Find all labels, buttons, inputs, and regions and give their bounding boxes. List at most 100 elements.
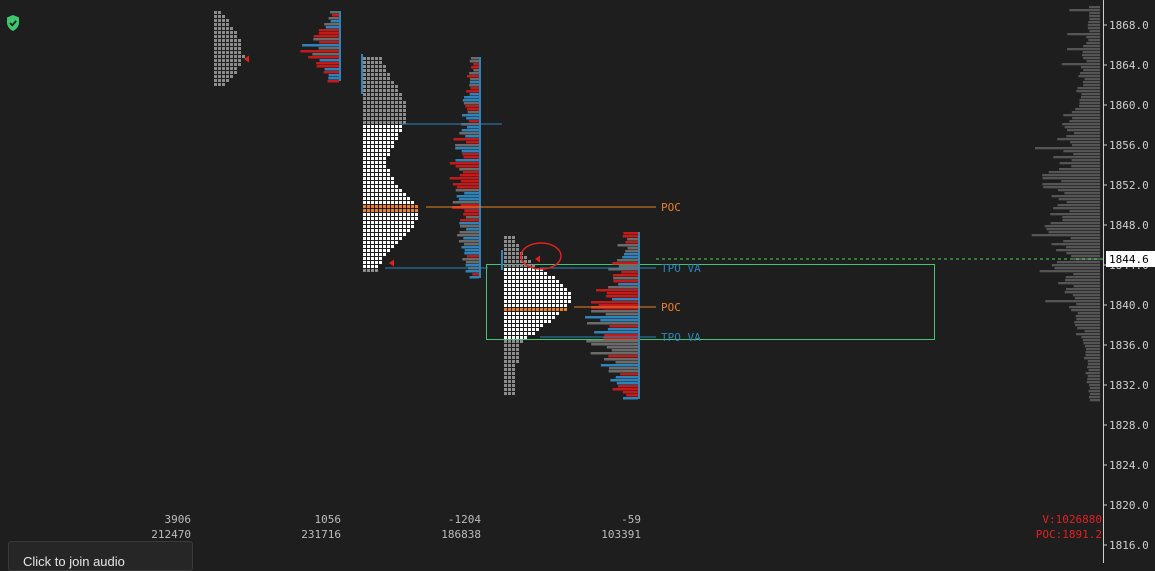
tpo-cell	[379, 253, 382, 256]
tpo-cell	[556, 284, 559, 287]
tpo-cell	[230, 51, 233, 54]
tpo-cell	[391, 97, 394, 100]
tpo-cell	[548, 316, 551, 319]
volume-bar	[471, 66, 479, 69]
tpo-cell	[375, 249, 378, 252]
tpo-cell	[367, 181, 370, 184]
tpo-cell	[218, 31, 221, 34]
tpo-cell	[371, 177, 374, 180]
composite-volume-bar	[1087, 378, 1100, 381]
volume-bar	[324, 68, 339, 71]
session-3-delta: -1204	[447, 513, 481, 526]
composite-volume-bar	[1039, 270, 1100, 273]
volume-bar	[585, 316, 638, 319]
tpo-cell	[391, 89, 394, 92]
volume-bar	[605, 313, 638, 316]
volume-bar	[463, 237, 479, 240]
tpo-cell	[214, 43, 217, 46]
composite-volume-bar	[1085, 348, 1100, 351]
tpo-cell	[367, 157, 370, 160]
tpo-cell	[363, 85, 366, 88]
tpo-cell	[371, 81, 374, 84]
price-axis[interactable]	[1103, 0, 1155, 563]
tpo-cell	[218, 67, 221, 70]
tpo-cell	[411, 225, 414, 228]
tpo-cell	[379, 93, 382, 96]
tpo-cell	[504, 360, 507, 363]
tpo-cell	[375, 173, 378, 176]
tpo-cell	[536, 284, 539, 287]
tpo-cell	[520, 260, 523, 263]
tpo-cell	[544, 280, 547, 283]
tpo-cell	[395, 85, 398, 88]
tpo-cell	[387, 221, 390, 224]
volume-bar	[462, 99, 479, 102]
tpo-cell	[214, 51, 217, 54]
tpo-cell	[512, 368, 515, 371]
tpo-cell	[528, 304, 531, 307]
tpo-cell	[371, 89, 374, 92]
session-1-delta: 3906	[164, 513, 192, 526]
volume-bar	[617, 244, 638, 247]
tpo-cell	[375, 261, 378, 264]
composite-volume-bar	[1089, 399, 1100, 402]
tpo-cell	[415, 209, 418, 212]
tpo-cell	[552, 284, 555, 287]
tpo-cell	[230, 71, 233, 74]
tpo-cell	[516, 348, 519, 351]
tpo-cell	[508, 356, 511, 359]
tpo-cell	[524, 316, 527, 319]
tpo-cell	[222, 83, 225, 86]
va-bracket-2	[501, 250, 503, 270]
tpo-cell	[375, 125, 378, 128]
tpo-cell	[226, 71, 229, 74]
tpo-cell	[222, 15, 225, 18]
volume-bar	[625, 241, 638, 244]
tpo-cell	[363, 93, 366, 96]
tpo-cell	[524, 276, 527, 279]
poc-marker-triangle-3	[535, 255, 540, 263]
tpo-cell	[387, 209, 390, 212]
tpo-cell	[512, 296, 515, 299]
tpo-cell	[234, 43, 237, 46]
shield-check-icon	[7, 15, 19, 31]
join-audio-popup[interactable]: Click to join audio	[8, 541, 193, 571]
tpo-cell	[504, 336, 507, 339]
tpo-cell	[371, 109, 374, 112]
tpo-cell	[371, 121, 374, 124]
volume-bar	[461, 246, 479, 249]
composite-volume-bar	[1089, 384, 1100, 387]
tpo-cell	[383, 177, 386, 180]
tpo-cell	[524, 300, 527, 303]
tpo-cell	[528, 316, 531, 319]
tpo-cell	[367, 65, 370, 68]
tpo-cell	[391, 125, 394, 128]
tpo-cell	[504, 376, 507, 379]
tpo-cell	[512, 352, 515, 355]
tpo-cell	[504, 260, 507, 263]
tpo-cell	[528, 292, 531, 295]
composite-volume-bar	[1051, 243, 1100, 246]
tpo-cell	[230, 31, 233, 34]
tpo-cell	[383, 173, 386, 176]
volume-bar	[460, 225, 479, 228]
volume-bar	[591, 310, 638, 313]
tpo-cell	[516, 340, 519, 343]
tpo-cell	[508, 272, 511, 275]
volume-bar	[452, 183, 479, 186]
tpo-cell	[375, 257, 378, 260]
tpo-cell	[387, 93, 390, 96]
tpo-cell	[536, 308, 539, 311]
volume-bar	[466, 90, 479, 93]
tpo-cell	[512, 280, 515, 283]
tpo-cell	[504, 288, 507, 291]
tpo-cell	[564, 300, 567, 303]
tpo-cell	[544, 320, 547, 323]
tpo-cell	[387, 145, 390, 148]
tpo-cell	[403, 193, 406, 196]
tpo-cell	[512, 388, 515, 391]
composite-volume-bar	[1084, 345, 1100, 348]
tpo-cell	[363, 125, 366, 128]
tpo-cell	[391, 217, 394, 220]
